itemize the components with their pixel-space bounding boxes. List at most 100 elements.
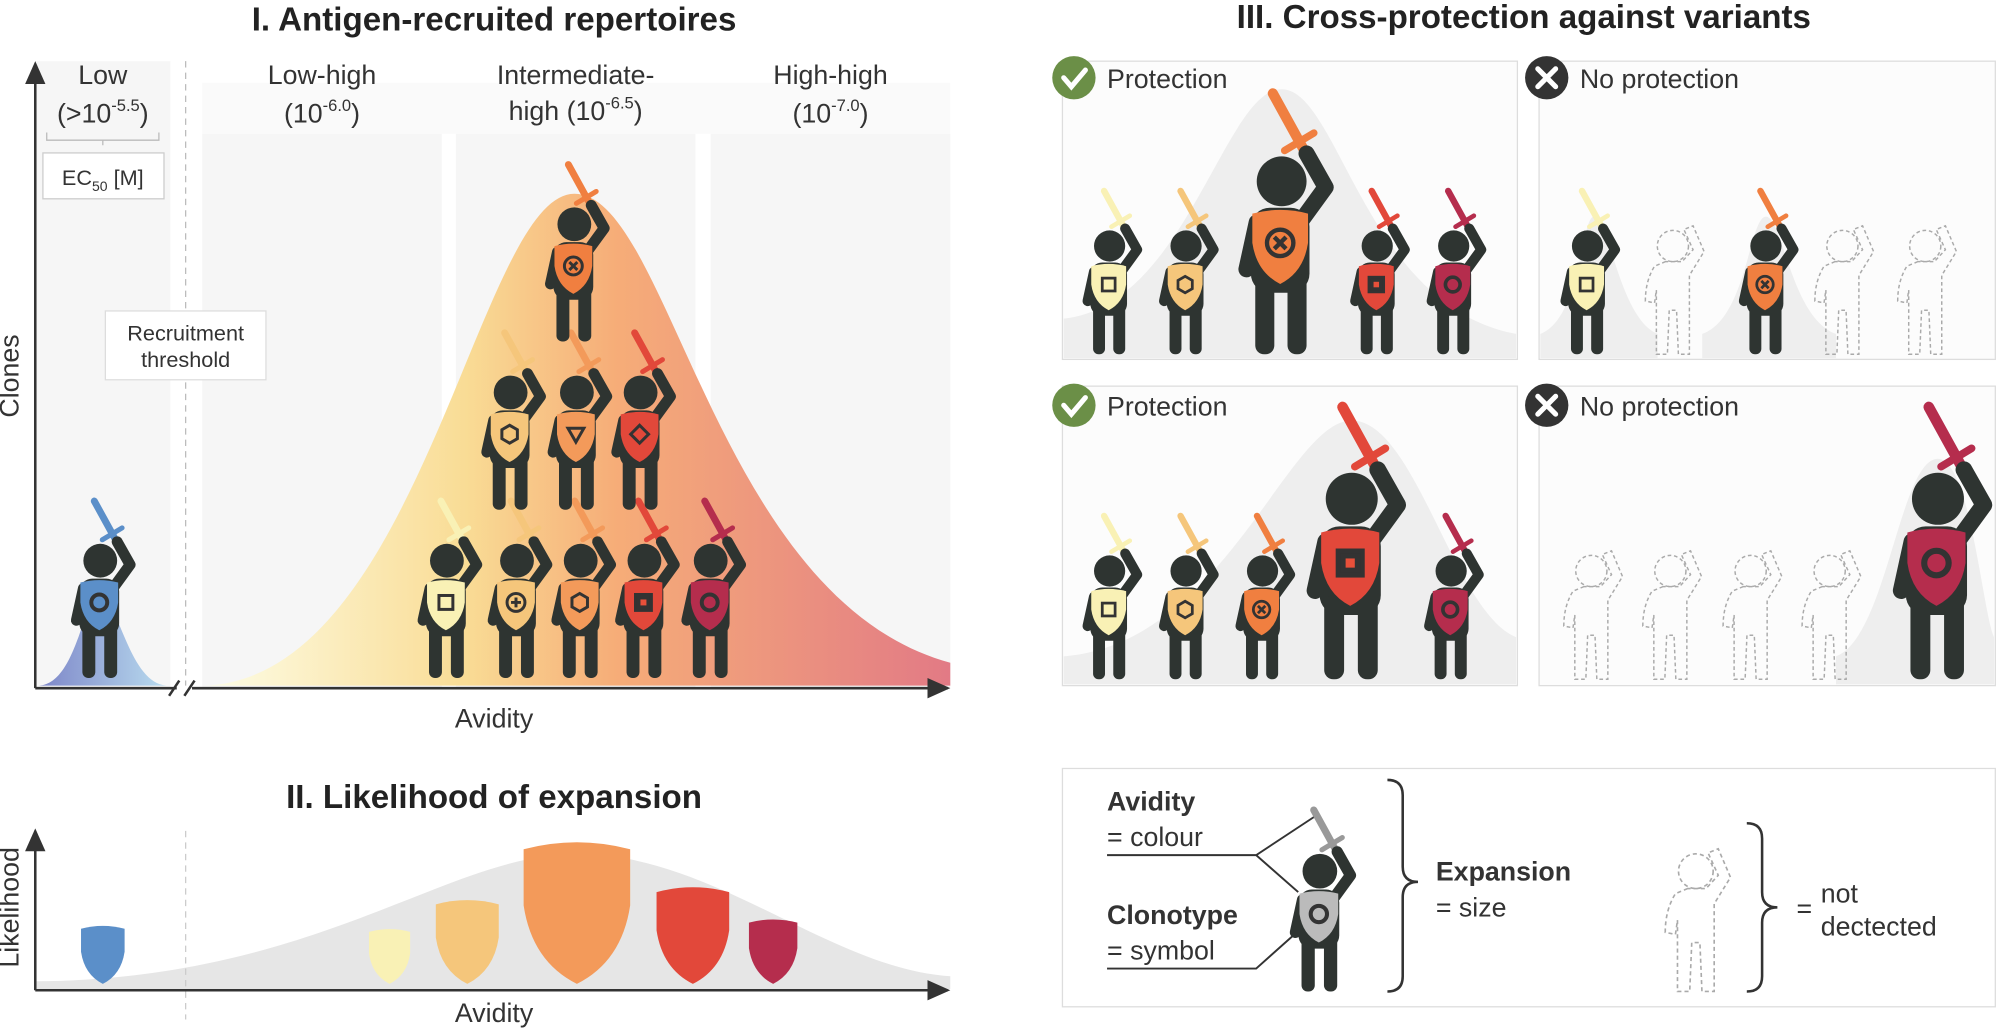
unit-subscript: 50 bbox=[92, 178, 108, 194]
head bbox=[1438, 230, 1470, 262]
head bbox=[563, 543, 598, 578]
arm bbox=[1950, 461, 1993, 547]
leg bbox=[1380, 303, 1393, 355]
shield bbox=[1435, 263, 1471, 311]
head bbox=[430, 543, 464, 578]
panel-1: I. Antigen-recruited repertoires Clones … bbox=[0, 2, 951, 734]
sword-guard bbox=[1262, 538, 1286, 555]
unit-base: EC bbox=[62, 165, 92, 190]
body-outline bbox=[1644, 224, 1705, 356]
clonotype-symbol bbox=[505, 592, 527, 613]
clonotype-symbol bbox=[89, 592, 110, 613]
arm bbox=[585, 368, 613, 424]
leg bbox=[429, 623, 442, 678]
leg bbox=[82, 623, 96, 678]
ec50-suffix: ) bbox=[351, 98, 360, 128]
pointer-lines bbox=[1107, 814, 1317, 970]
leg bbox=[584, 623, 598, 678]
arm bbox=[1364, 461, 1407, 547]
head bbox=[1361, 230, 1393, 262]
arm bbox=[1328, 846, 1357, 904]
leg bbox=[1360, 303, 1373, 355]
leg bbox=[514, 455, 528, 510]
leg bbox=[492, 455, 506, 510]
body-outline bbox=[1563, 549, 1624, 680]
head bbox=[559, 375, 594, 410]
sword-guard bbox=[1376, 213, 1400, 230]
shield bbox=[1569, 263, 1605, 311]
shield bbox=[620, 411, 659, 463]
y-axis-label: Clones bbox=[0, 334, 25, 417]
clone bbox=[1158, 187, 1219, 355]
group-name: High-high bbox=[773, 60, 888, 90]
shield bbox=[435, 900, 499, 984]
panel-label: Protection bbox=[1107, 64, 1227, 94]
clonotype-symbol bbox=[565, 426, 587, 446]
sword-guard bbox=[710, 525, 736, 543]
head bbox=[1302, 853, 1338, 889]
leg bbox=[1093, 303, 1106, 355]
arm bbox=[589, 536, 617, 593]
body-outline bbox=[1801, 549, 1862, 680]
clone bbox=[1560, 187, 1621, 355]
shield bbox=[1299, 891, 1339, 943]
clone bbox=[615, 497, 680, 678]
shield bbox=[368, 929, 411, 984]
clone bbox=[1289, 806, 1357, 992]
leg bbox=[562, 623, 576, 678]
arm bbox=[1458, 548, 1484, 600]
legend-avidity: Avidity bbox=[1107, 787, 1195, 817]
sword-guard bbox=[643, 525, 669, 543]
undetected-clone bbox=[1801, 549, 1862, 680]
clone bbox=[1350, 187, 1410, 355]
shield bbox=[1167, 588, 1203, 636]
head bbox=[1908, 229, 1942, 263]
ec50-box bbox=[42, 152, 165, 200]
sword-guard bbox=[1453, 213, 1477, 230]
clone bbox=[70, 497, 136, 678]
leg bbox=[1255, 273, 1275, 355]
clonotype-symbol bbox=[570, 591, 589, 614]
leg bbox=[1113, 628, 1126, 680]
shield-icon bbox=[81, 925, 125, 984]
head bbox=[1246, 555, 1279, 587]
clone bbox=[417, 497, 483, 678]
leg bbox=[104, 623, 118, 678]
legend-clonotype: Clonotype bbox=[1107, 900, 1238, 930]
head bbox=[1656, 229, 1690, 263]
clonotype-symbol bbox=[1441, 600, 1460, 619]
ec50-suffix: ) bbox=[860, 98, 869, 128]
cross-icon bbox=[1525, 56, 1569, 100]
clonotype-symbol bbox=[1256, 604, 1267, 615]
sword-guard bbox=[1587, 213, 1610, 230]
legend-clonotype-meaning: = symbol bbox=[1107, 936, 1215, 966]
arm bbox=[519, 368, 546, 424]
legend-box bbox=[1061, 767, 1996, 1008]
arm bbox=[1595, 223, 1621, 275]
leg bbox=[1769, 303, 1782, 355]
clonotype-symbol bbox=[1100, 276, 1117, 293]
leg bbox=[1454, 628, 1467, 680]
leg bbox=[1301, 935, 1315, 992]
clone bbox=[1426, 187, 1487, 355]
arm bbox=[1773, 223, 1799, 275]
shield-icon bbox=[435, 900, 499, 984]
leg bbox=[520, 623, 534, 678]
leg bbox=[559, 455, 572, 510]
arm bbox=[1461, 223, 1487, 275]
arm bbox=[1193, 548, 1219, 600]
head bbox=[1571, 230, 1604, 262]
sword-guard bbox=[99, 525, 125, 543]
ec50-unit: EC50 [M] bbox=[62, 165, 144, 194]
unit-suffix: [M] bbox=[108, 165, 144, 190]
leg bbox=[578, 286, 592, 342]
arm bbox=[1193, 223, 1219, 275]
shield bbox=[427, 580, 465, 631]
head bbox=[627, 543, 662, 578]
sword-guard bbox=[516, 525, 542, 543]
clonotype-symbol bbox=[1443, 275, 1462, 294]
sword-guard bbox=[1765, 213, 1789, 230]
shield-icon bbox=[656, 887, 730, 984]
leg bbox=[1093, 628, 1106, 680]
ec50-suffix: ) bbox=[634, 96, 643, 126]
